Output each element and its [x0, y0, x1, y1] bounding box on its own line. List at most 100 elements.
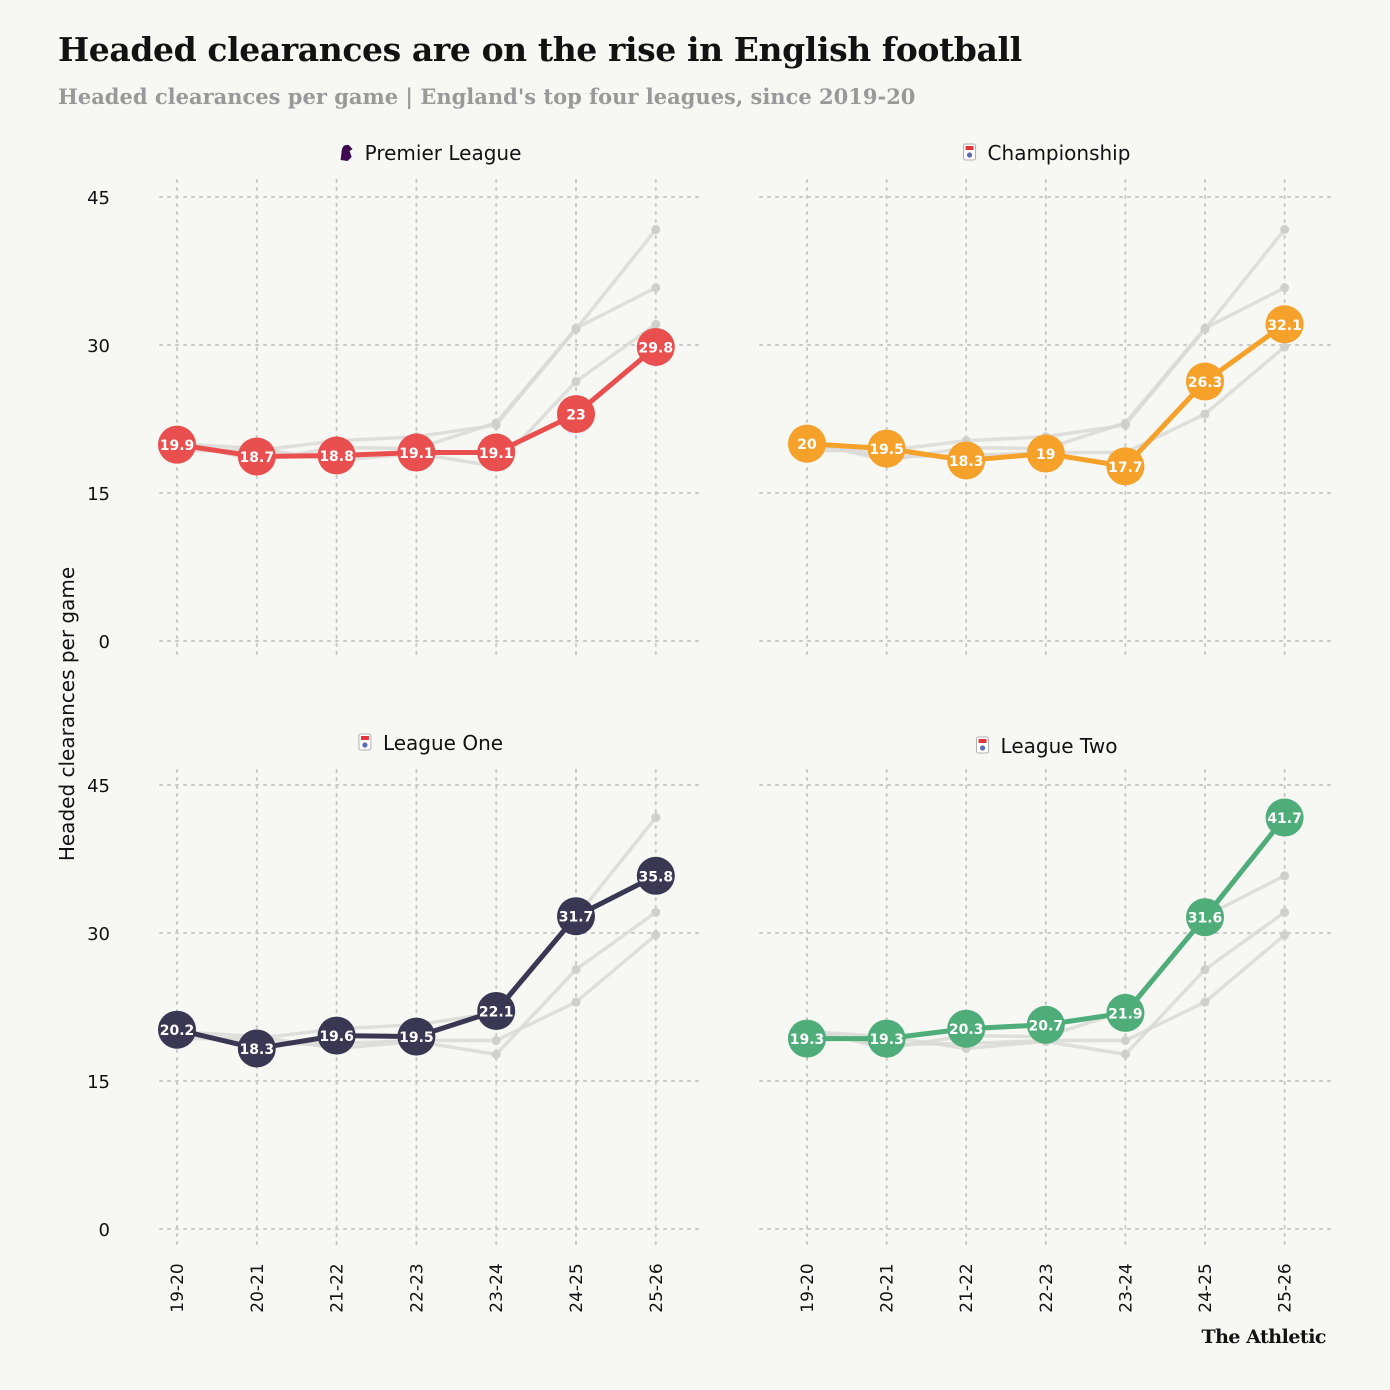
- chart-title: Headed clearances are on the rise in Eng…: [58, 30, 1022, 69]
- premier-league-lion-icon: [340, 144, 353, 161]
- data-point: [947, 1009, 986, 1048]
- data-label: 21.9: [1108, 1006, 1143, 1022]
- data-label: 19.1: [399, 446, 434, 462]
- data-point: [947, 441, 986, 480]
- data-point: [317, 1016, 356, 1055]
- league-one-panel: 0 15 30 45 20.2 18.3 19.6 19.5 22.1 31.7 35.8 Leagu…: [87, 731, 701, 1313]
- ghost-point: [1280, 907, 1290, 917]
- ghost-point: [491, 1049, 501, 1059]
- chart-subtitle: Headed clearances per game | England's t…: [58, 84, 916, 109]
- ghost-point: [1200, 324, 1210, 334]
- x-tick-label: 23-24: [1116, 1263, 1136, 1312]
- data-point: [1186, 898, 1224, 937]
- ghost-point: [1200, 997, 1210, 1007]
- ghost-point: [1120, 1036, 1130, 1046]
- ghost-point: [1200, 409, 1210, 419]
- ghost-point: [651, 907, 661, 917]
- data-point: [1186, 362, 1224, 401]
- ghost-point: [491, 420, 501, 430]
- y-tick-label: 0: [99, 1220, 110, 1241]
- x-tick-label: 24-25: [567, 1263, 587, 1312]
- badge-band: [978, 739, 987, 743]
- data-label: 32.1: [1267, 318, 1302, 334]
- data-label: 20.7: [1029, 1018, 1064, 1034]
- y-tick-label: 15: [87, 484, 110, 505]
- ghost-point: [571, 997, 581, 1007]
- championship-panel: 2019.518.31917.726.332.1Championship19-2…: [759, 141, 1331, 661]
- y-tick-label: 0: [99, 632, 110, 653]
- data-label: 18.7: [240, 450, 275, 466]
- data-point: [788, 424, 826, 463]
- league-one-badge-icon: [358, 733, 372, 751]
- data-point: [397, 433, 436, 472]
- data-label: 19.9: [160, 438, 195, 454]
- data-label: 20.2: [160, 1023, 195, 1039]
- ghost-point: [491, 1036, 501, 1046]
- data-point: [557, 395, 595, 434]
- data-point: [158, 1010, 196, 1049]
- championship-badge-icon: [963, 143, 977, 161]
- data-label: 31.6: [1188, 911, 1223, 927]
- ghost-point: [651, 319, 661, 329]
- data-label: 35.8: [639, 869, 674, 885]
- y-tick-label: 45: [87, 776, 110, 797]
- data-point: [1265, 305, 1304, 344]
- ghost-point: [651, 225, 661, 235]
- data-point: [317, 436, 356, 475]
- x-tick-label: 20-21: [248, 1263, 268, 1312]
- y-tick-label: 30: [87, 336, 110, 357]
- data-label: 19.3: [869, 1032, 904, 1048]
- ghost-point: [571, 324, 581, 334]
- ghost-point: [1200, 965, 1210, 975]
- data-point: [1106, 993, 1145, 1032]
- y-tick-label: 30: [87, 924, 110, 945]
- data-label: 19.1: [479, 446, 514, 462]
- panel-title: Premier League: [365, 141, 522, 165]
- x-tick-label: 19-20: [168, 1263, 188, 1312]
- data-point: [477, 433, 516, 472]
- ghost-point: [651, 813, 661, 823]
- badge-crest: [979, 745, 986, 751]
- data-label: 23: [566, 408, 585, 424]
- data-label: 19.3: [790, 1032, 825, 1048]
- ghost-point: [1120, 1049, 1130, 1059]
- ghost-point: [1120, 420, 1130, 430]
- data-point: [636, 327, 675, 366]
- ghost-point: [571, 965, 581, 975]
- data-point: [557, 897, 595, 936]
- data-label: 20.3: [949, 1022, 984, 1038]
- data-point: [158, 425, 196, 464]
- x-tick-label: 25-26: [1276, 1263, 1296, 1312]
- x-tick-label: 23-24: [487, 1263, 507, 1312]
- league-two-panel: 19.3 19.3 20.3 20.7 21.9 31.6 41.7 League Two 19…: [759, 734, 1331, 1313]
- badge-band: [360, 736, 369, 740]
- badge-band: [965, 146, 974, 150]
- data-label: 19.5: [869, 442, 904, 458]
- y-tick-label: 15: [87, 1072, 110, 1093]
- ghost-point: [1280, 225, 1290, 235]
- x-tick-label: 21-22: [957, 1263, 977, 1312]
- data-point: [237, 1029, 276, 1068]
- ghost-point: [1280, 871, 1290, 881]
- data-point: [788, 1019, 826, 1058]
- ghost-point: [1280, 342, 1290, 352]
- data-label: 19: [1036, 447, 1055, 463]
- x-tick-label: 24-25: [1196, 1263, 1216, 1312]
- data-label: 18.3: [240, 1042, 275, 1058]
- data-label: 26.3: [1188, 375, 1223, 391]
- data-label: 18.3: [949, 454, 984, 470]
- ghost-point: [651, 930, 661, 940]
- badge-crest: [966, 152, 973, 158]
- data-label: 20: [797, 437, 817, 453]
- ghost-point: [1280, 283, 1290, 293]
- panel-title: Championship: [988, 141, 1131, 165]
- data-point: [397, 1017, 436, 1056]
- premier-league-panel: 0 15 30 45 19.9 18.7 18.8 19.1 19.1 23 29.8 Premier…: [87, 141, 701, 661]
- x-tick-label: 25-26: [647, 1263, 667, 1312]
- data-point: [1106, 447, 1145, 486]
- league-two-badge-icon: [976, 736, 990, 754]
- ghost-point: [651, 283, 661, 293]
- data-label: 18.8: [319, 449, 354, 465]
- data-point: [477, 991, 516, 1030]
- x-tick-label: 22-23: [407, 1263, 427, 1312]
